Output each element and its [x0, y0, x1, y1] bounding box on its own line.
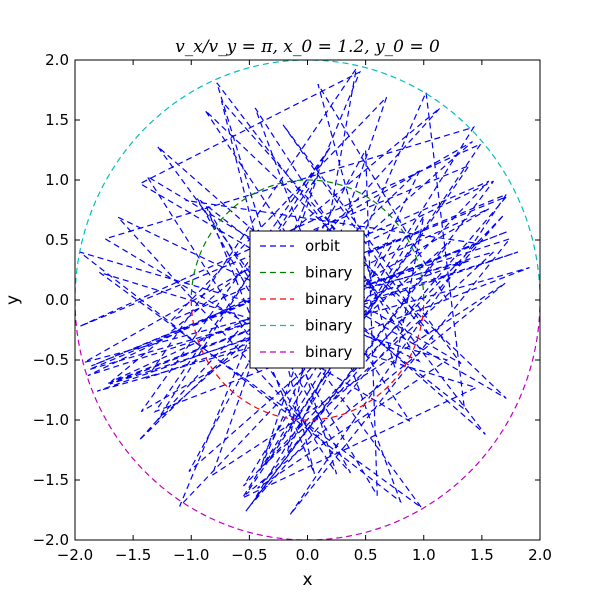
y-tick-label: 0.5: [45, 231, 69, 249]
y-tick-label: 1.0: [45, 171, 69, 189]
legend-label: binary: [305, 317, 353, 335]
x-tick-label: −2.0: [57, 546, 93, 564]
axis-ticks: [74, 59, 541, 541]
x-tick-labels: −2.0 −1.5 −1.0 −0.5 0.0 0.5 1.0 1.5 2.0: [57, 546, 552, 564]
series-line-binary-1: [190, 179, 425, 301]
legend-label: binary: [305, 343, 353, 361]
x-axis-label: x: [302, 570, 312, 590]
y-tick-label: 1.5: [45, 111, 69, 129]
x-tick-label: −1.5: [115, 546, 151, 564]
x-tick-label: 1.5: [470, 546, 494, 564]
y-tick-label: −0.5: [33, 351, 69, 369]
series-line-orbit: [79, 68, 530, 516]
y-tick-label: −2.0: [33, 531, 69, 549]
y-axis-label: y: [3, 295, 23, 305]
legend-label: binary: [305, 290, 353, 308]
x-tick-label: 2.0: [528, 546, 552, 564]
plot-curves: [75, 60, 540, 540]
x-tick-label: −0.5: [231, 546, 267, 564]
y-tick-label: 2.0: [45, 51, 69, 69]
legend-label: binary: [305, 264, 353, 282]
x-tick-label: 0.0: [296, 546, 320, 564]
y-tick-label: −1.0: [33, 411, 69, 429]
y-tick-label: −1.5: [33, 471, 69, 489]
series-line-binary-2: [190, 299, 425, 421]
x-tick-label: −1.0: [173, 546, 209, 564]
legend-label: orbit: [305, 237, 340, 255]
y-tick-labels: −2.0 −1.5 −1.0 −0.5 0.0 0.5 1.0 1.5 2.0: [33, 51, 69, 549]
legend: orbit binary binary binary binary: [249, 230, 365, 369]
series-line-binary-4: [75, 299, 540, 540]
y-tick-label: 0.0: [45, 291, 69, 309]
series-line-binary-3: [75, 60, 540, 301]
legend-box: [249, 230, 365, 369]
chart-title: v_x/v_y = π, x_0 = 1.2, y_0 = 0: [175, 37, 440, 57]
x-tick-label: 1.0: [412, 546, 436, 564]
x-tick-label: 0.5: [354, 546, 378, 564]
